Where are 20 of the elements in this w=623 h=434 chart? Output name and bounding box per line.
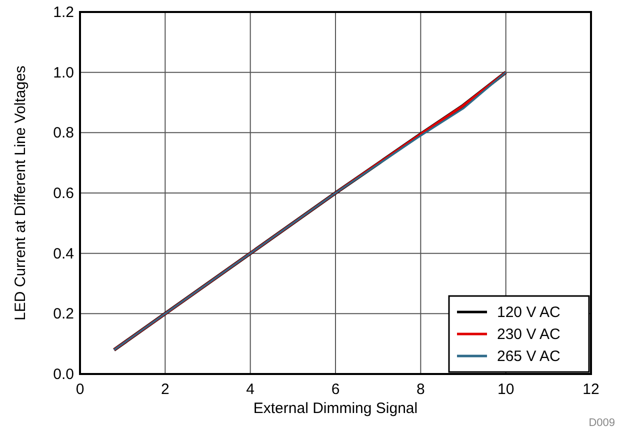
y-tick-label: 0.0 (53, 366, 74, 383)
x-tick-label: 10 (497, 381, 514, 398)
x-tick-label: 4 (246, 381, 255, 398)
x-tick-label: 0 (76, 381, 84, 398)
text: D009 (588, 417, 615, 429)
y-tick-label: 0.2 (53, 306, 74, 323)
x-tick-label: 12 (582, 381, 600, 398)
legend-label: 230 V AC (497, 326, 561, 343)
x-tick-label: 6 (331, 381, 340, 398)
x-axis-title: External Dimming Signal (253, 400, 418, 417)
legend-label: 120 V AC (497, 304, 561, 321)
y-tick-label: 1.2 (53, 4, 74, 21)
y-axis-title: LED Current at Different Line Voltages (12, 66, 29, 320)
y-tick-label: 1.0 (53, 64, 74, 82)
y-tick-label: 0.4 (53, 245, 74, 262)
x-tick-label: 2 (160, 381, 170, 398)
y-tick-label: 0.8 (53, 124, 74, 142)
y-tick-label: 0.6 (53, 185, 74, 202)
legend-label: 265 V AC (497, 348, 561, 365)
x-tick-label: 8 (416, 381, 425, 398)
